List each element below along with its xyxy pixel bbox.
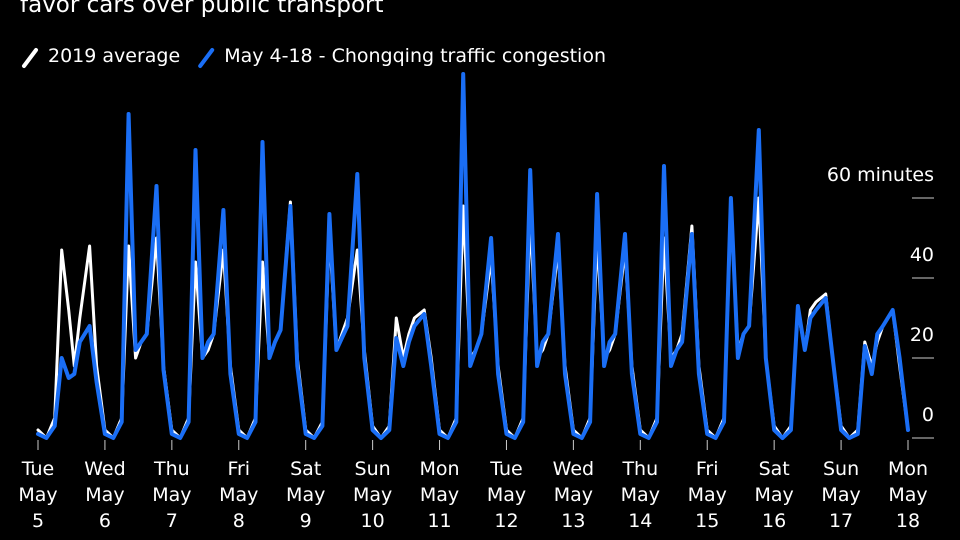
chart-title: favor cars over public transport xyxy=(20,0,384,18)
y-tick-label: 20 xyxy=(909,324,934,346)
y-tick-label: 60 minutes xyxy=(826,164,934,186)
x-tick-label: Sun May 17 xyxy=(821,458,861,532)
x-tick-label: Fri May 8 xyxy=(219,458,259,532)
x-tick-label: Wed May 6 xyxy=(84,458,126,532)
legend-swatch xyxy=(198,48,215,68)
x-tick-label: Fri May 15 xyxy=(687,458,727,532)
x-tick-label: Thu May 14 xyxy=(620,458,660,532)
x-tick-label: Thu May 7 xyxy=(152,458,192,532)
x-tick-label: Mon May 18 xyxy=(887,458,929,532)
series-line xyxy=(36,72,910,440)
x-tick-label: Sun May 10 xyxy=(352,458,393,532)
legend-label: May 4-18 - Chongqing traffic congestion xyxy=(224,45,606,67)
x-tick-label: Sat May 16 xyxy=(754,458,794,532)
x-tick-label: Sat May 9 xyxy=(286,458,326,532)
x-tick-label: Mon May 11 xyxy=(419,458,460,532)
y-tick-label: 40 xyxy=(909,244,934,266)
legend-swatch xyxy=(22,48,38,68)
x-tick-label: Tue May 5 xyxy=(18,458,58,532)
legend-label: 2019 average xyxy=(48,45,181,67)
x-tick-label: Wed May 13 xyxy=(552,458,595,532)
y-tick-label: 0 xyxy=(921,404,934,426)
x-tick-label: Tue May 12 xyxy=(486,458,527,532)
